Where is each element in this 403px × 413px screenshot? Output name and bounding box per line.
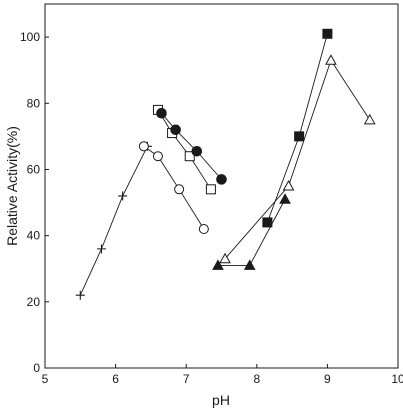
data-point-circle-open — [152, 151, 163, 162]
data-point-triangle-open — [282, 179, 295, 191]
y-tick-label: 100 — [20, 30, 40, 44]
data-point-triangle-filled — [279, 193, 291, 204]
series-line-circle-open — [143, 145, 205, 230]
data-point-square-filled — [262, 217, 273, 228]
data-point-plus — [96, 244, 106, 254]
x-tick-label: 10 — [391, 372, 403, 386]
x-axis-title: pH — [212, 392, 230, 408]
data-point-circle-open — [174, 184, 185, 195]
data-point-circle-open — [198, 224, 209, 235]
data-point-square-open — [184, 151, 195, 162]
series-line-plus — [79, 146, 148, 296]
series-circle-open — [138, 141, 209, 235]
series-triangle-open — [219, 54, 376, 264]
x-axis-ticks: 5 6 7 8 9 10 — [42, 364, 403, 386]
series-line-square-filled — [266, 33, 328, 223]
y-tick-label: 20 — [27, 295, 41, 309]
data-point-triangle-filled — [212, 259, 224, 270]
data-point-triangle-open — [325, 54, 337, 65]
series-plus — [75, 141, 152, 300]
data-point-triangle-filled — [243, 259, 256, 270]
data-point-triangle-open — [219, 252, 231, 264]
series-line-triangle-open — [224, 59, 371, 260]
x-tick-label: 7 — [183, 372, 190, 386]
x-tick-label: 6 — [112, 372, 119, 386]
series-line-circle-filled — [161, 112, 222, 180]
y-tick-label: 0 — [33, 361, 40, 375]
y-tick-label: 80 — [27, 96, 41, 110]
data-point-plus — [118, 191, 128, 201]
y-tick-label: 60 — [27, 162, 41, 176]
plot-frame — [44, 3, 399, 369]
x-tick-label: 9 — [324, 372, 331, 386]
data-point-triangle-open — [363, 113, 376, 125]
data-point-square-filled — [294, 131, 305, 142]
y-axis-title: Relative Activity(%) — [4, 126, 20, 246]
series-circle-filled — [156, 107, 227, 185]
y-tick-label: 40 — [27, 229, 41, 243]
series-line-square-open — [157, 109, 212, 190]
series-triangle-filled — [212, 193, 291, 270]
series-layer — [75, 28, 376, 300]
data-point-circle-open — [138, 141, 149, 152]
y-axis-ticks: 0 20 40 60 80 100 — [20, 30, 49, 375]
series-square-filled — [262, 28, 333, 228]
data-point-circle-filled — [156, 107, 167, 119]
data-point-circle-filled — [216, 174, 227, 185]
x-tick-label: 5 — [42, 372, 49, 386]
data-point-square-open — [205, 184, 216, 195]
series-square-open — [152, 104, 216, 195]
data-point-plus — [75, 290, 85, 300]
data-point-circle-filled — [170, 124, 181, 136]
data-point-circle-filled — [191, 145, 203, 157]
data-point-square-filled — [322, 28, 333, 39]
x-tick-label: 8 — [253, 372, 260, 386]
plot-area — [44, 3, 399, 369]
